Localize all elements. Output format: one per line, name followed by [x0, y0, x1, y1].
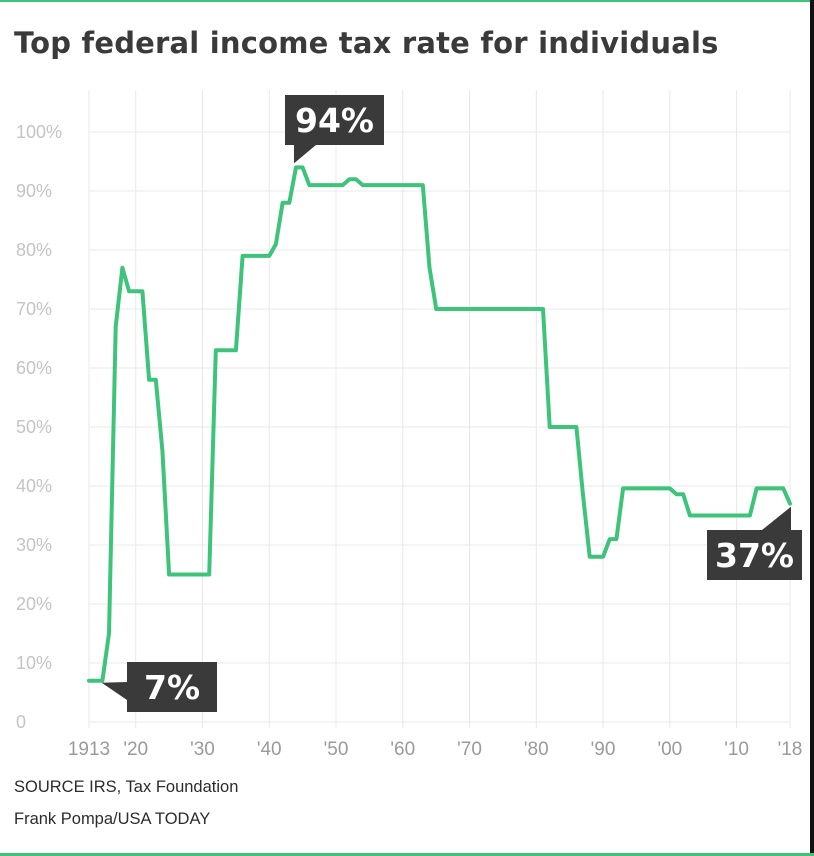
callout-label: 37%: [715, 536, 794, 575]
grid-lines: [88, 90, 791, 728]
x-tick-label: '30: [190, 739, 215, 760]
y-tick-label: 70%: [16, 299, 52, 319]
callout-box: [127, 662, 217, 712]
y-tick-label: 20%: [16, 594, 52, 614]
y-axis-ticks: 0 10% 20% 30% 40% 50% 60% 70% 80% 90% 100%: [16, 122, 62, 732]
credit-line: Frank Pompa/USA TODAY: [14, 810, 211, 828]
y-tick-label: 60%: [16, 358, 52, 378]
x-tick-label: '80: [524, 739, 549, 760]
x-tick-label: '18: [778, 739, 803, 760]
callout-pointer: [293, 145, 316, 164]
callout-pointer: [762, 506, 791, 530]
x-tick-label: '10: [724, 739, 749, 760]
x-tick-label: '40: [257, 739, 282, 760]
y-tick-label: 40%: [16, 476, 52, 496]
x-axis-ticks: 1913 '20 '30 '40 '50 '60 '70 '80 '90 '00 '10 '18: [68, 739, 803, 760]
x-tick-label: 1913: [68, 739, 110, 760]
x-tick-label: '70: [457, 739, 482, 760]
y-tick-label: 0: [16, 712, 26, 732]
chart-title: Top federal income tax rate for individu…: [14, 26, 719, 60]
y-tick-label: 50%: [16, 417, 52, 437]
x-tick-label: '00: [657, 739, 682, 760]
x-tick-label: '60: [390, 739, 415, 760]
callout-box: [707, 530, 802, 580]
callout-label: 7%: [144, 668, 200, 707]
x-tick-label: '90: [591, 739, 616, 760]
y-tick-label: 80%: [16, 240, 52, 260]
x-tick-label: '20: [123, 739, 148, 760]
y-tick-label: 90%: [16, 181, 52, 201]
y-tick-label: 10%: [16, 653, 52, 673]
x-tick-label: '50: [324, 739, 349, 760]
callout-pointer: [101, 682, 127, 700]
top-accent-rule: [0, 0, 814, 2]
y-tick-label: 100%: [16, 122, 62, 142]
callout-7-percent: 7%: [101, 662, 217, 712]
bottom-accent-rule: [0, 853, 814, 856]
y-tick-label: 30%: [16, 535, 52, 555]
callout-94-percent: 94%: [285, 95, 384, 164]
callouts: 94% 7% 37%: [101, 95, 802, 712]
series-layer: [87, 165, 792, 683]
callout-37-percent: 37%: [707, 506, 802, 580]
line-chart: 0 10% 20% 30% 40% 50% 60% 70% 80% 90% 100% 1913 '20…: [16, 90, 803, 760]
callout-label: 94%: [295, 101, 374, 140]
callout-box: [285, 95, 384, 145]
source-note: SOURCE IRS, Tax Foundation: [14, 778, 239, 796]
right-border: [810, 0, 814, 856]
tax-rate-series-line: [87, 165, 792, 683]
